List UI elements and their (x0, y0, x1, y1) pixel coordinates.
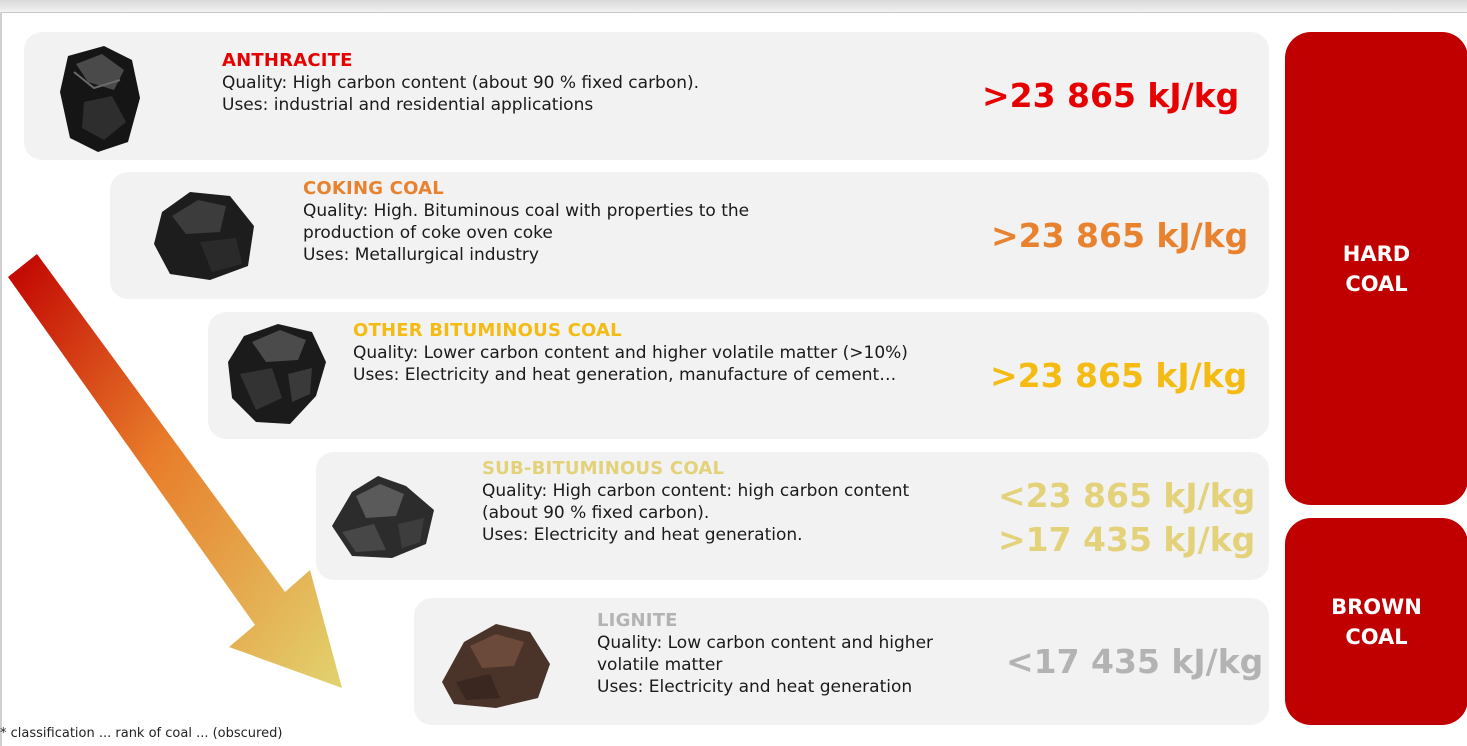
coal-card-sub-bituminous: SUB-BITUMINOUS COAL Quality: High carbon… (316, 452, 1269, 580)
energy-value: <17 435 kJ/kg (1006, 642, 1264, 681)
window-top-bar (0, 0, 1467, 13)
energy-value-upper: <23 865 kJ/kg (998, 476, 1256, 515)
rank-gradient-arrow (8, 254, 342, 688)
energy-value-lower: >17 435 kJ/kg (998, 520, 1256, 559)
sub-bituminous-rock-icon (332, 476, 434, 558)
energy-value: >23 865 kJ/kg (991, 216, 1249, 255)
energy-value: >23 865 kJ/kg (990, 356, 1248, 395)
bituminous-rock-icon (228, 324, 326, 424)
uses-text: Uses: Metallurgical industry (303, 245, 539, 265)
quality-text-line2: (about 90 % fixed carbon). (482, 503, 710, 523)
coal-card-coking-coal: COKING COAL Quality: High. Bituminous co… (110, 172, 1269, 299)
uses-text: Uses: Electricity and heat generation, m… (353, 365, 897, 385)
coking-coal-rock-icon (154, 192, 254, 280)
brown-coal-label-line1: BROWN (1331, 594, 1422, 619)
coal-name-coking-coal: COKING COAL (303, 178, 444, 199)
quality-text-line1: Quality: High carbon content: high carbo… (482, 481, 910, 501)
anthracite-rock-icon (60, 46, 140, 152)
quality-text-line2: volatile matter (597, 655, 723, 675)
quality-text: Quality: High carbon content (about 90 %… (222, 73, 700, 93)
quality-text: Quality: Lower carbon content and higher… (353, 343, 908, 363)
brown-coal-group: BROWN COAL (1285, 518, 1467, 725)
quality-text-line2: production of coke oven coke (303, 223, 553, 243)
brown-coal-label-line2: COAL (1345, 624, 1408, 649)
coal-name-sub-bituminous: SUB-BITUMINOUS COAL (482, 458, 725, 479)
coal-name-lignite: LIGNITE (597, 610, 678, 631)
hard-coal-label-line1: HARD (1342, 241, 1411, 266)
coal-name-other-bituminous: OTHER BITUMINOUS COAL (353, 320, 622, 341)
energy-value: >23 865 kJ/kg (982, 76, 1240, 115)
coal-card-anthracite: ANTHRACITE Quality: High carbon content … (24, 32, 1269, 160)
hard-coal-label-line2: COAL (1345, 271, 1408, 296)
uses-text: Uses: Electricity and heat generation (597, 677, 913, 697)
quality-text-line1: Quality: High. Bituminous coal with prop… (303, 201, 750, 221)
uses-text: Uses: Electricity and heat generation. (482, 525, 803, 545)
coal-card-lignite: LIGNITE Quality: Low carbon content and … (414, 598, 1269, 725)
footnote: * classification ... rank of coal ... (o… (0, 726, 283, 741)
lignite-rock-icon (442, 624, 550, 708)
left-edge-border (0, 12, 2, 746)
hard-coal-group: HARD COAL (1285, 32, 1467, 505)
coal-card-other-bituminous: OTHER BITUMINOUS COAL Quality: Lower car… (208, 312, 1269, 439)
quality-text-line1: Quality: Low carbon content and higher (597, 633, 934, 653)
uses-text: Uses: industrial and residential applica… (222, 95, 594, 115)
coal-name-anthracite: ANTHRACITE (222, 50, 353, 71)
